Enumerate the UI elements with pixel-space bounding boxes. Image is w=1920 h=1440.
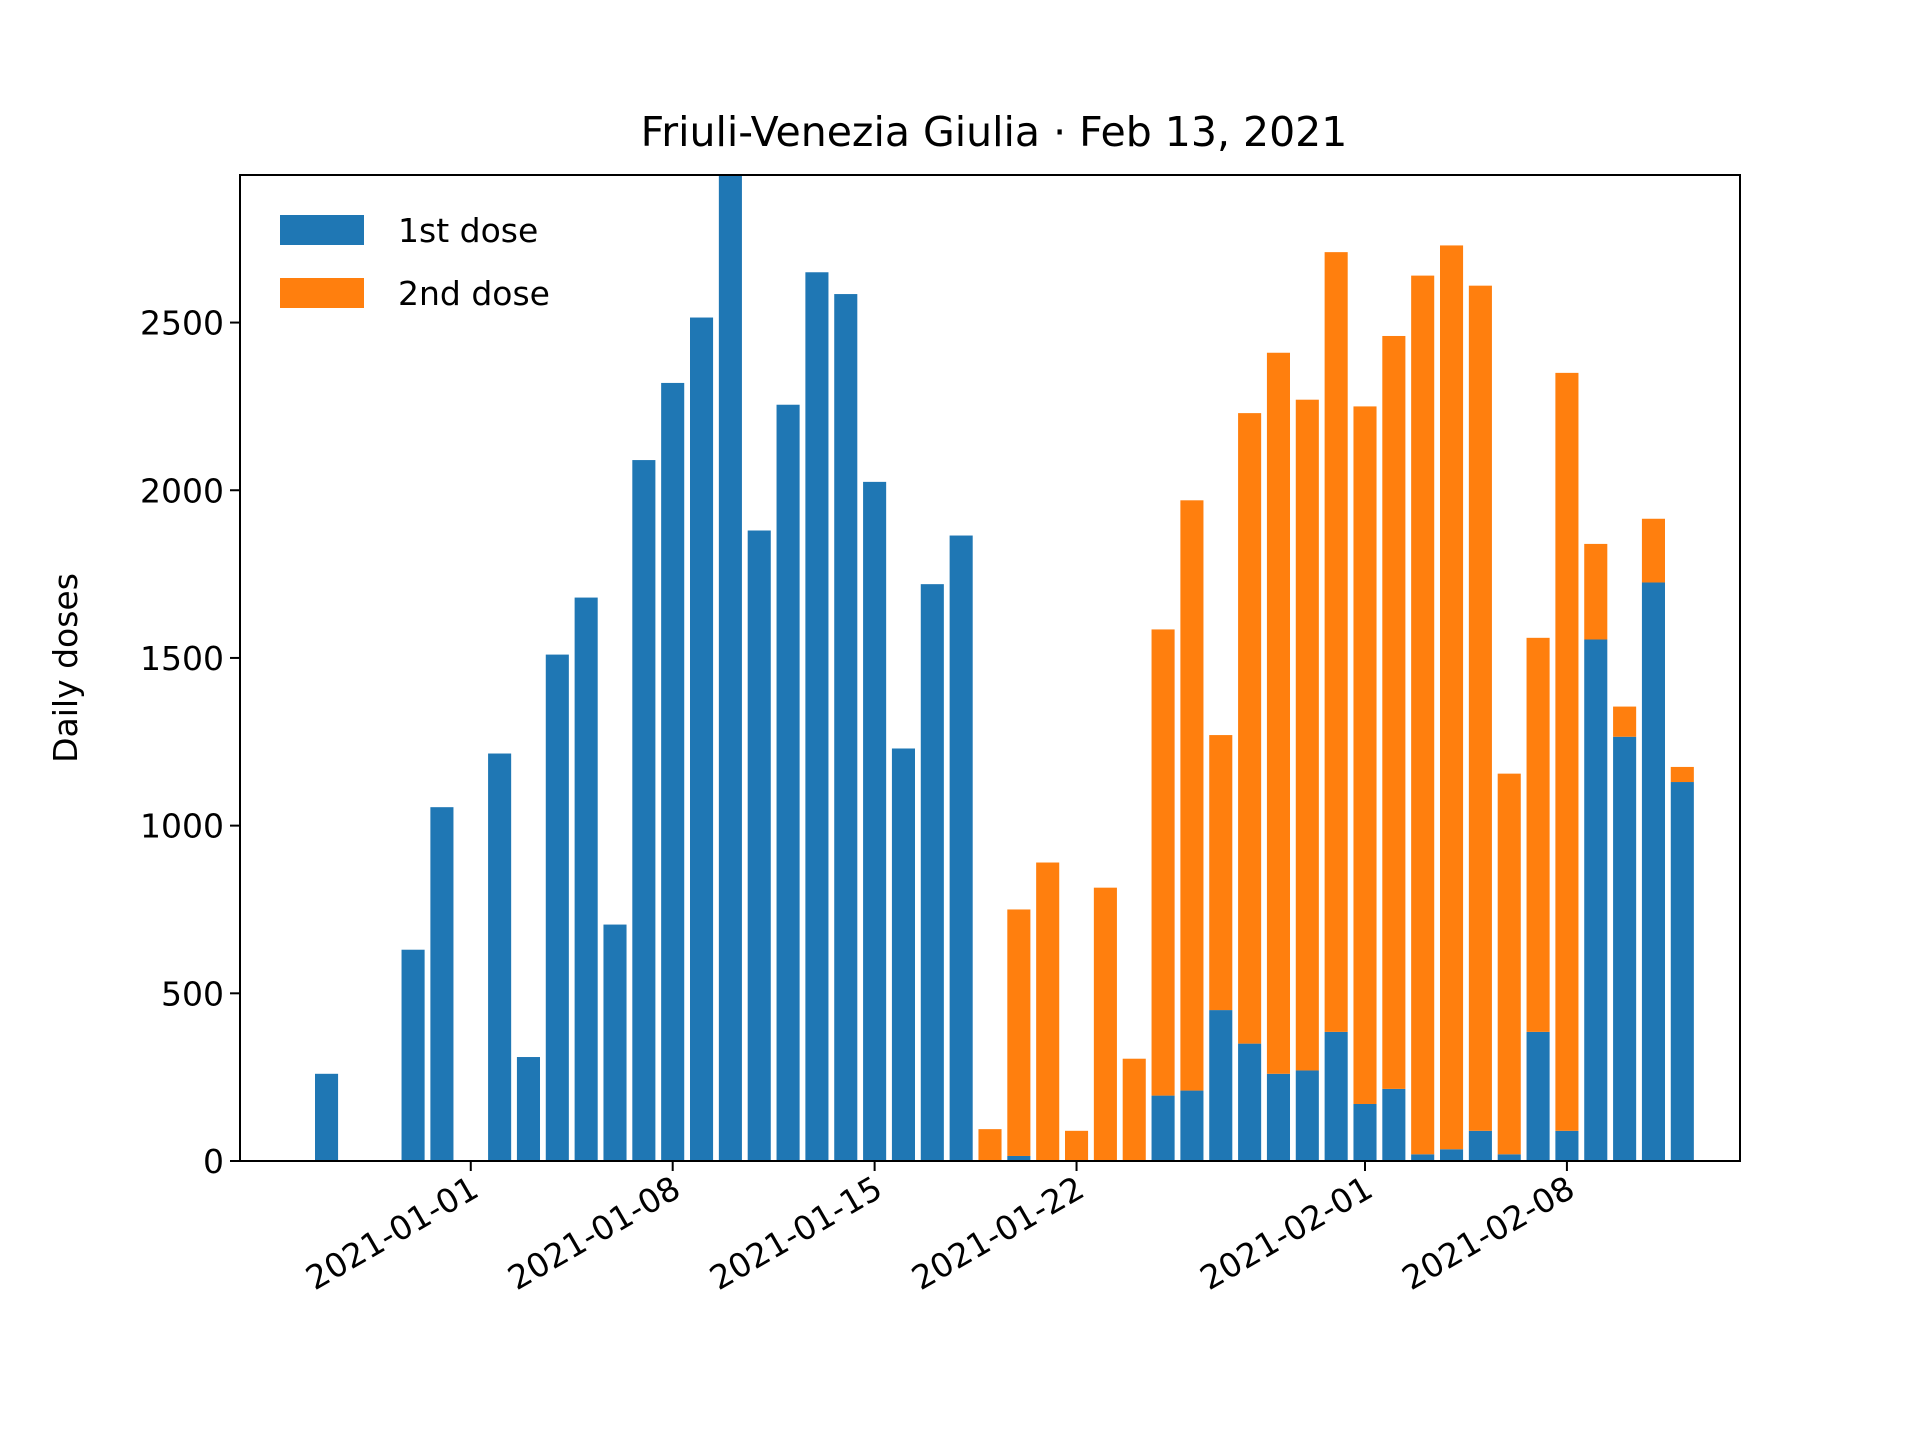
bar-1st-dose-2021-02-04 [1440, 1149, 1464, 1161]
bar-2nd-dose-2021-01-31 [1324, 252, 1348, 1032]
y-axis-label: Daily doses [46, 573, 85, 763]
bar-2nd-dose-2021-01-23 [1093, 887, 1117, 1161]
bar-1st-dose-2020-12-30 [401, 949, 425, 1161]
bar-1st-dose-2021-02-12 [1670, 782, 1694, 1161]
bar-1st-dose-2020-12-27 [315, 1073, 339, 1161]
bar-2nd-dose-2021-02-04 [1440, 245, 1464, 1150]
bar-1st-dose-2021-01-12 [776, 404, 800, 1162]
plot-frame [239, 174, 1741, 1162]
bar-2nd-dose-2021-02-07 [1526, 637, 1550, 1032]
y-tick-label: 2000 [140, 471, 224, 510]
y-axis: 0 500 1000 1500 2000 2500 [140, 304, 240, 1181]
bar-1st-dose-2021-01-02 [488, 753, 512, 1161]
bar-1st-dose-2021-01-29 [1266, 1073, 1290, 1161]
y-tick-label: 0 [203, 1142, 224, 1181]
bar-2nd-dose-2021-02-09 [1584, 543, 1608, 640]
y-tick-label: 1000 [140, 807, 224, 846]
bar-2nd-dose-2021-01-22 [1065, 1130, 1089, 1161]
y-tick-label: 1500 [140, 639, 224, 678]
bar-1st-dose-2021-01-28 [1238, 1043, 1262, 1161]
bar-2nd-dose-2021-02-03 [1411, 275, 1435, 1155]
bar-1st-dose-2021-02-11 [1641, 582, 1665, 1161]
bar-1st-dose-2021-01-30 [1295, 1070, 1319, 1161]
bar-1st-dose-2021-01-09 [690, 317, 714, 1161]
bar-1st-dose-2021-02-01 [1353, 1103, 1377, 1161]
y-tick-label: 2500 [140, 304, 224, 343]
bar-2nd-dose-2021-02-01 [1353, 406, 1377, 1104]
bar-1st-dose-2021-01-26 [1180, 1090, 1204, 1161]
bar-1st-dose-2021-02-10 [1613, 736, 1637, 1161]
bar-1st-dose-2021-02-08 [1555, 1130, 1579, 1161]
bar-1st-dose-2020-12-31 [430, 807, 454, 1161]
bar-2nd-dose-2021-01-24 [1122, 1058, 1146, 1161]
bars-layer [315, 175, 1694, 1162]
bar-1st-dose-2021-01-08 [661, 382, 685, 1161]
bar-1st-dose-2021-01-18 [949, 535, 973, 1161]
bar-1st-dose-2021-01-14 [834, 294, 858, 1161]
bar-1st-dose-2021-01-11 [747, 530, 771, 1161]
bar-2nd-dose-2021-02-08 [1555, 372, 1579, 1131]
bar-1st-dose-2021-01-10 [718, 175, 742, 1161]
bar-2nd-dose-2021-01-21 [1036, 862, 1060, 1161]
bar-2nd-dose-2021-01-19 [978, 1129, 1002, 1161]
bar-1st-dose-2021-02-02 [1382, 1088, 1406, 1161]
legend-swatch-1 [280, 215, 364, 245]
bar-1st-dose-2021-02-06 [1497, 1154, 1521, 1161]
bar-2nd-dose-2021-02-10 [1613, 706, 1637, 737]
bar-2nd-dose-2021-01-25 [1151, 629, 1175, 1096]
bar-1st-dose-2021-01-05 [574, 597, 598, 1161]
bar-1st-dose-2021-01-04 [545, 654, 569, 1161]
bar-1st-dose-2021-01-03 [516, 1057, 540, 1161]
bar-2nd-dose-2021-01-29 [1266, 352, 1290, 1074]
y-tick-label: 500 [161, 974, 224, 1013]
bar-1st-dose-2021-01-07 [632, 460, 656, 1161]
bar-1st-dose-2021-01-17 [920, 584, 944, 1161]
bar-2nd-dose-2021-02-05 [1468, 285, 1492, 1131]
bar-2nd-dose-2021-02-06 [1497, 773, 1521, 1155]
bar-1st-dose-2021-01-06 [603, 924, 627, 1161]
bar-2nd-dose-2021-01-26 [1180, 500, 1204, 1091]
bar-1st-dose-2021-02-07 [1526, 1031, 1550, 1161]
legend-label-2: 2nd dose [398, 274, 550, 313]
bar-1st-dose-2021-01-31 [1324, 1031, 1348, 1161]
bar-1st-dose-2021-01-27 [1209, 1010, 1233, 1161]
legend: 1st dose 2nd dose [280, 211, 550, 313]
bar-1st-dose-2021-02-03 [1411, 1154, 1435, 1161]
bar-2nd-dose-2021-02-11 [1641, 518, 1665, 583]
bar-1st-dose-2021-01-20 [1007, 1155, 1031, 1161]
chart-title: Friuli-Venezia Giulia · Feb 13, 2021 [641, 108, 1348, 156]
bar-2nd-dose-2021-01-27 [1209, 735, 1233, 1011]
bar-1st-dose-2021-02-09 [1584, 639, 1608, 1161]
bar-1st-dose-2021-01-16 [891, 748, 915, 1161]
bar-1st-dose-2021-02-05 [1468, 1130, 1492, 1161]
bar-2nd-dose-2021-01-30 [1295, 399, 1319, 1071]
bar-2nd-dose-2021-01-28 [1238, 413, 1262, 1044]
bar-2nd-dose-2021-02-12 [1670, 766, 1694, 783]
legend-swatch-2 [280, 278, 364, 308]
bar-2nd-dose-2021-02-02 [1382, 335, 1406, 1089]
bar-2nd-dose-2021-01-20 [1007, 909, 1031, 1156]
bar-1st-dose-2021-01-13 [805, 272, 829, 1161]
legend-label-1: 1st dose [398, 211, 538, 250]
bar-1st-dose-2021-01-25 [1151, 1095, 1175, 1161]
bar-1st-dose-2021-01-15 [863, 481, 887, 1161]
